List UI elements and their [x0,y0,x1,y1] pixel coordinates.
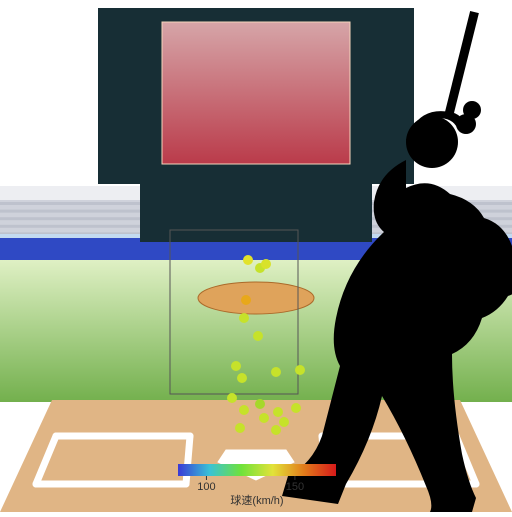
pitch-point [239,313,249,323]
batter-hand [463,101,481,119]
pitch-chart-diagram: 100 150球速(km/h) [0,0,512,512]
scoreboard-support [140,184,372,242]
pitch-point [231,361,241,371]
scoreboard-screen [162,22,350,164]
pitchers-mound [198,282,314,314]
pitch-point [243,255,253,265]
pitch-point [255,399,265,409]
pitch-point [295,365,305,375]
legend-bar [178,464,336,476]
pitch-point [273,407,283,417]
pitch-point [291,403,301,413]
pitch-point [271,425,281,435]
pitch-point [235,423,245,433]
batter-box-line [186,436,190,484]
legend-tick-label: 150 [286,481,304,493]
pitch-point [253,331,263,341]
pitch-point [271,367,281,377]
pitch-point [261,259,271,269]
pitch-point [259,413,269,423]
pitch-point [237,373,247,383]
batter-head [406,116,458,168]
pitch-point [239,405,249,415]
pitch-point [227,393,237,403]
legend-tick-label: 100 [197,481,215,493]
pitch-point [279,417,289,427]
pitch-point [241,295,251,305]
legend-label: 球速(km/h) [230,493,283,507]
scene-svg: 100 150球速(km/h) [0,0,512,512]
